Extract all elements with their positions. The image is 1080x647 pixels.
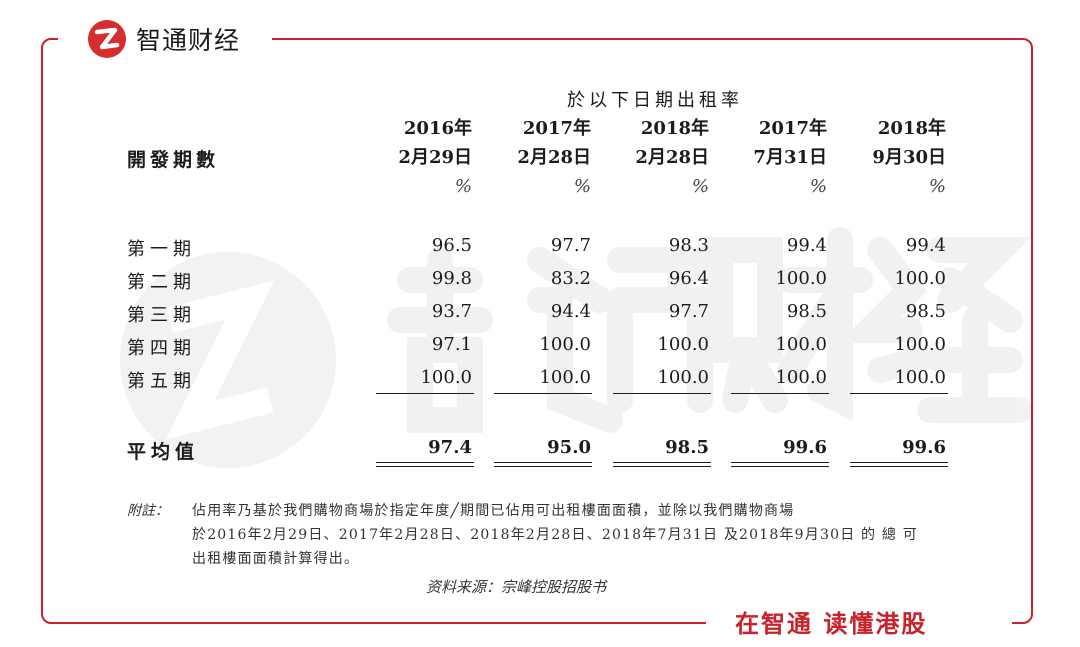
table-cell: 100.0: [894, 367, 946, 388]
table-cell: 99.4: [905, 235, 946, 256]
column-unit: %: [573, 176, 591, 197]
column-date: 9月30日: [872, 147, 946, 168]
average-cell: 99.6: [783, 437, 827, 458]
table-cell: 96.4: [668, 268, 709, 289]
stub-header: 開發期數: [127, 149, 220, 171]
row-label: 第五期: [127, 371, 196, 392]
note-line: 於2016年2月29日、2017年2月28日、2018年2月28日、2018年7…: [192, 527, 918, 543]
table-cell: 93.7: [431, 301, 472, 322]
content-frame: [41, 38, 1033, 624]
column-header: 2016年 2月29日 %: [342, 114, 472, 201]
table-cell: 100.0: [775, 334, 827, 355]
table-cell: 94.4: [550, 301, 591, 322]
row-label: 第三期: [127, 305, 196, 326]
column-header: 2018年 2月28日 %: [579, 114, 709, 201]
table-cell: 100.0: [657, 334, 709, 355]
column-header: 2017年 7月31日 %: [697, 114, 827, 201]
subtotal-rule: [376, 393, 474, 394]
table-cell: 100.0: [775, 367, 827, 388]
table-cell: 100.0: [657, 367, 709, 388]
spanning-header: 於以下日期出租率: [567, 90, 743, 111]
row-label: 第二期: [127, 272, 196, 293]
table-cell: 99.8: [431, 268, 472, 289]
note-line: 出租樓面面積計算得出。: [192, 551, 360, 567]
brand-name: 智通财经: [136, 26, 241, 55]
average-cell: 99.6: [902, 437, 946, 458]
subtotal-rule: [850, 393, 948, 394]
table-cell: 100.0: [539, 367, 591, 388]
table-cell: 97.7: [550, 235, 591, 256]
row-label: 第四期: [127, 338, 196, 359]
column-date: 2月28日: [635, 147, 709, 168]
column-unit: %: [691, 176, 709, 197]
table-cell: 99.4: [786, 235, 827, 256]
column-header: 2018年 9月30日 %: [816, 114, 946, 201]
table-cell: 100.0: [539, 334, 591, 355]
column-year: 2017年: [758, 118, 827, 139]
table-cell: 97.7: [668, 301, 709, 322]
total-double-rule: [613, 462, 711, 467]
column-header: 2017年 2月28日 %: [461, 114, 591, 201]
average-cell: 97.4: [428, 437, 472, 458]
column-unit: %: [928, 176, 946, 197]
column-date: 2月29日: [398, 147, 472, 168]
column-unit: %: [809, 176, 827, 197]
total-double-rule: [376, 462, 474, 467]
total-double-rule: [494, 462, 592, 467]
column-unit: %: [454, 176, 472, 197]
table-cell: 98.5: [905, 301, 946, 322]
table-cell: 100.0: [894, 334, 946, 355]
average-label: 平均值: [127, 441, 200, 463]
subtotal-rule: [613, 393, 711, 394]
table-cell: 96.5: [431, 235, 472, 256]
row-label: 第一期: [127, 239, 196, 260]
table-cell: 98.3: [668, 235, 709, 256]
column-year: 2018年: [877, 118, 946, 139]
total-double-rule: [731, 462, 829, 467]
table-cell: 97.1: [431, 334, 472, 355]
column-date: 2月28日: [517, 147, 591, 168]
brand-slogan: 在智通 读懂港股: [735, 610, 928, 638]
column-year: 2018年: [640, 118, 709, 139]
average-cell: 95.0: [547, 437, 591, 458]
table-cell: 98.5: [786, 301, 827, 322]
average-cell: 98.5: [665, 437, 709, 458]
source-caption: 资料来源：宗峰控股招股书: [426, 578, 607, 596]
table-cell: 100.0: [775, 268, 827, 289]
subtotal-rule: [494, 393, 592, 394]
note-line: 佔用率乃基於我們購物商場於指定年度╱期間已佔用可出租樓面面積，並除以我們購物商場: [192, 503, 795, 519]
note-label: 附註：: [127, 503, 169, 519]
table-cell: 100.0: [894, 268, 946, 289]
table-cell: 100.0: [420, 367, 472, 388]
column-year: 2016年: [403, 118, 472, 139]
total-double-rule: [850, 462, 948, 467]
table-cell: 83.2: [550, 268, 591, 289]
zhitong-logo-icon: [88, 20, 126, 58]
subtotal-rule: [731, 393, 829, 394]
brand-logo: 智通财经: [88, 20, 240, 58]
column-year: 2017年: [522, 118, 591, 139]
column-date: 7月31日: [753, 147, 827, 168]
